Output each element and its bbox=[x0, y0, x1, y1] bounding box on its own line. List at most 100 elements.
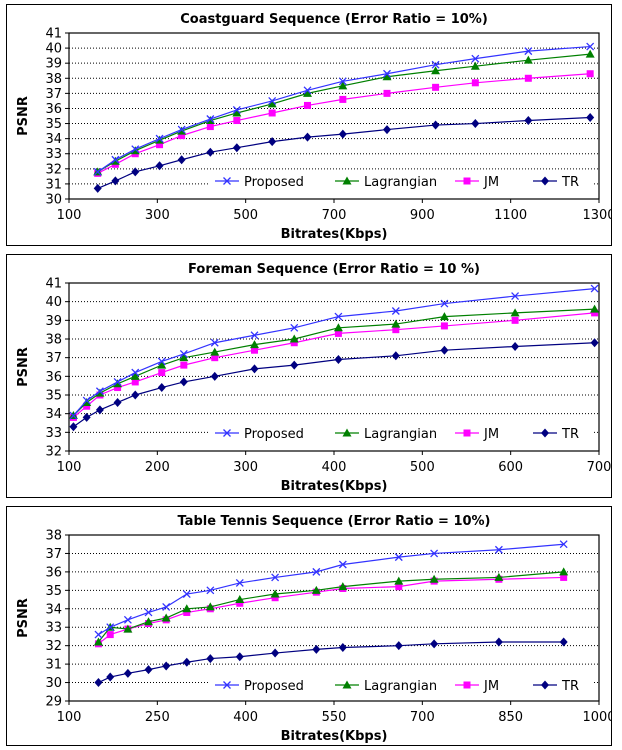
data-point bbox=[429, 574, 439, 583]
legend-label: Lagrangian bbox=[364, 427, 437, 442]
y-tick-label: 33 bbox=[45, 621, 62, 636]
data-point bbox=[95, 405, 104, 415]
data-point bbox=[333, 323, 343, 332]
data-point bbox=[131, 167, 140, 177]
plot-area bbox=[68, 282, 600, 452]
x-tick-label: 1000 bbox=[582, 710, 611, 725]
data-point bbox=[94, 678, 103, 688]
x-tick-label: 500 bbox=[233, 208, 258, 223]
legend-label: Proposed bbox=[244, 175, 304, 190]
data-point bbox=[206, 586, 215, 595]
data-point bbox=[162, 602, 171, 611]
data-point bbox=[510, 308, 520, 317]
chart-title: Coastguard Sequence (Error Ratio = 10%) bbox=[180, 12, 488, 27]
chart-panel-coastguard: Coastguard Sequence (Error Ratio = 10%) 3… bbox=[6, 4, 616, 246]
data-point bbox=[131, 368, 140, 377]
x-tick-label: 700 bbox=[322, 208, 347, 223]
data-point bbox=[524, 74, 532, 82]
legend-marker bbox=[463, 681, 471, 689]
data-point bbox=[158, 369, 166, 377]
data-point bbox=[83, 402, 91, 410]
chart-title: Table Tennis Sequence (Error Ratio = 10%… bbox=[177, 514, 490, 529]
data-point bbox=[206, 147, 215, 157]
data-point bbox=[303, 88, 312, 97]
data-point bbox=[131, 145, 140, 154]
data-point bbox=[511, 316, 519, 324]
data-point bbox=[161, 613, 171, 622]
data-point bbox=[383, 89, 391, 97]
x-tick-label: 400 bbox=[233, 710, 258, 725]
legend: Proposed Lagrangian JM TR bbox=[209, 171, 593, 191]
data-point bbox=[271, 573, 280, 582]
legend-label: TR bbox=[561, 175, 579, 190]
legend-label: JM bbox=[483, 679, 499, 694]
data-point bbox=[338, 560, 347, 569]
data-point bbox=[95, 388, 105, 397]
y-tick-label: 36 bbox=[45, 102, 62, 117]
x-tick-label: 100 bbox=[57, 208, 82, 223]
x-axis-label: Bitrates(Kbps) bbox=[281, 227, 388, 242]
data-point bbox=[144, 665, 153, 675]
legend-marker bbox=[463, 177, 471, 185]
data-point bbox=[93, 183, 102, 193]
y-tick-label: 32 bbox=[45, 639, 62, 654]
data-point bbox=[312, 567, 321, 576]
data-point bbox=[106, 623, 115, 632]
y-tick-label: 40 bbox=[45, 42, 62, 57]
data-point bbox=[290, 323, 299, 332]
data-point bbox=[303, 86, 312, 95]
data-point bbox=[131, 378, 139, 386]
data-point bbox=[235, 652, 244, 662]
legend-background bbox=[209, 675, 593, 695]
data-point bbox=[178, 132, 186, 140]
data-point bbox=[206, 123, 214, 131]
data-point bbox=[232, 108, 242, 117]
data-point bbox=[93, 637, 103, 646]
data-point bbox=[559, 567, 569, 576]
y-tick-label: 37 bbox=[45, 351, 62, 366]
data-point bbox=[391, 307, 400, 315]
data-point bbox=[394, 576, 404, 585]
x-axis-label: Bitrates(Kbps) bbox=[281, 729, 388, 744]
legend-marker bbox=[463, 429, 471, 437]
x-tick-label: 1100 bbox=[494, 208, 527, 223]
data-point bbox=[205, 602, 215, 611]
chart-foreman: Foreman Sequence (Error Ratio = 10 %) 32 3… bbox=[16, 262, 611, 494]
y-tick-label: 32 bbox=[45, 162, 62, 177]
data-point bbox=[93, 167, 102, 176]
data-point bbox=[113, 377, 122, 386]
data-point bbox=[392, 326, 400, 334]
y-tick-label: 35 bbox=[45, 117, 62, 132]
data-point bbox=[183, 608, 191, 616]
y-tick-label: 39 bbox=[45, 57, 62, 72]
data-point bbox=[268, 137, 277, 147]
data-point bbox=[210, 338, 219, 347]
data-point bbox=[338, 582, 348, 591]
y-tick-label: 33 bbox=[45, 147, 62, 162]
data-point bbox=[271, 594, 279, 602]
x-tick-label: 300 bbox=[145, 208, 170, 223]
data-point bbox=[206, 115, 215, 123]
data-point bbox=[130, 371, 140, 380]
y-tick-label: 40 bbox=[45, 295, 62, 310]
y-tick-label: 30 bbox=[45, 676, 62, 691]
data-point bbox=[586, 70, 594, 78]
data-point bbox=[590, 284, 599, 293]
data-point bbox=[471, 119, 480, 129]
y-tick-label: 32 bbox=[45, 445, 62, 460]
x-tick-label: 100 bbox=[57, 460, 82, 475]
data-point bbox=[524, 116, 533, 126]
data-point bbox=[157, 360, 167, 369]
data-point bbox=[511, 341, 520, 351]
data-point bbox=[82, 396, 91, 405]
legend: Proposed Lagrangian JM TR bbox=[209, 675, 593, 695]
y-axis-label: PSNR bbox=[16, 347, 31, 387]
x-tick-label: 700 bbox=[587, 460, 611, 475]
data-point bbox=[338, 81, 348, 90]
data-point bbox=[111, 155, 120, 164]
y-tick-label: 38 bbox=[45, 333, 62, 348]
legend-background bbox=[209, 171, 593, 191]
data-point bbox=[144, 617, 153, 626]
series-lagrangian bbox=[93, 49, 595, 176]
data-point bbox=[177, 125, 186, 134]
